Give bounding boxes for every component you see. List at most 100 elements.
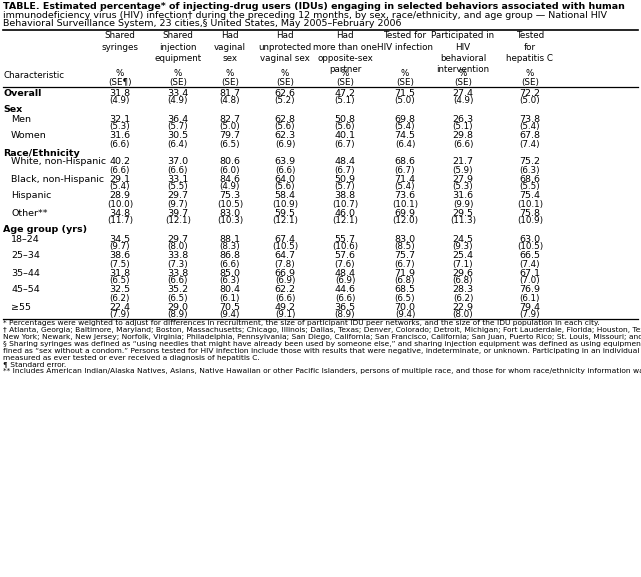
Text: Shared
injection
equipment: Shared injection equipment <box>154 32 201 63</box>
Text: 86.8: 86.8 <box>219 252 240 260</box>
Text: (6.5): (6.5) <box>168 294 188 302</box>
Text: Had
vaginal
sex: Had vaginal sex <box>214 32 246 63</box>
Text: 83.0: 83.0 <box>219 208 240 218</box>
Text: 68.6: 68.6 <box>394 158 415 167</box>
Text: (6.2): (6.2) <box>110 294 130 302</box>
Text: 71.5: 71.5 <box>394 88 415 98</box>
Text: (7.4): (7.4) <box>520 260 540 268</box>
Text: (9.9): (9.9) <box>453 200 473 208</box>
Text: 79.7: 79.7 <box>219 132 240 141</box>
Text: (10.1): (10.1) <box>392 200 418 208</box>
Text: 80.4: 80.4 <box>219 286 240 294</box>
Text: (5.7): (5.7) <box>168 122 188 132</box>
Text: (5.3): (5.3) <box>453 182 473 192</box>
Text: 38.8: 38.8 <box>335 192 356 200</box>
Text: (6.4): (6.4) <box>395 140 415 148</box>
Text: (5.2): (5.2) <box>275 96 296 106</box>
Text: 71.9: 71.9 <box>394 268 415 278</box>
Text: Had
more than one
opposite-sex
partner: Had more than one opposite-sex partner <box>313 32 377 74</box>
Text: 63.9: 63.9 <box>274 158 296 167</box>
Text: (8.5): (8.5) <box>395 242 415 252</box>
Text: (5.4): (5.4) <box>395 122 415 132</box>
Text: 28.9: 28.9 <box>110 192 131 200</box>
Text: 45–54: 45–54 <box>11 286 40 294</box>
Text: 22.4: 22.4 <box>110 302 131 312</box>
Text: 55.7: 55.7 <box>335 234 356 243</box>
Text: (6.6): (6.6) <box>275 294 296 302</box>
Text: %: % <box>401 69 409 78</box>
Text: Had
unprotected
vaginal sex: Had unprotected vaginal sex <box>258 32 312 63</box>
Text: %: % <box>459 69 467 78</box>
Text: 75.7: 75.7 <box>394 252 415 260</box>
Text: (6.6): (6.6) <box>453 140 473 148</box>
Text: 31.6: 31.6 <box>110 132 131 141</box>
Text: (10.9): (10.9) <box>272 200 298 208</box>
Text: 62.2: 62.2 <box>274 286 296 294</box>
Text: 62.6: 62.6 <box>274 88 296 98</box>
Text: (7.4): (7.4) <box>520 140 540 148</box>
Text: 40.2: 40.2 <box>110 158 131 167</box>
Text: 73.8: 73.8 <box>519 114 540 123</box>
Text: 67.4: 67.4 <box>274 234 296 243</box>
Text: (5.0): (5.0) <box>520 96 540 106</box>
Text: (11.7): (11.7) <box>107 216 133 226</box>
Text: 79.4: 79.4 <box>519 302 540 312</box>
Text: 31.6: 31.6 <box>453 192 474 200</box>
Text: New York; Newark, New Jersey; Norfolk, Virginia; Philadelphia, Pennsylvania; San: New York; Newark, New Jersey; Norfolk, V… <box>3 334 641 340</box>
Text: 74.5: 74.5 <box>394 132 415 141</box>
Text: 35.2: 35.2 <box>167 286 188 294</box>
Text: (5.0): (5.0) <box>395 96 415 106</box>
Text: 67.1: 67.1 <box>519 268 540 278</box>
Text: (5.6): (5.6) <box>335 122 355 132</box>
Text: (6.1): (6.1) <box>220 294 240 302</box>
Text: 25–34: 25–34 <box>11 252 40 260</box>
Text: 69.8: 69.8 <box>394 114 415 123</box>
Text: 27.9: 27.9 <box>453 174 474 183</box>
Text: (SE): (SE) <box>276 77 294 87</box>
Text: 29.1: 29.1 <box>110 174 131 183</box>
Text: (9.4): (9.4) <box>395 310 415 320</box>
Text: (6.8): (6.8) <box>395 276 415 286</box>
Text: (6.6): (6.6) <box>110 140 130 148</box>
Text: (5.3): (5.3) <box>110 122 130 132</box>
Text: (6.6): (6.6) <box>168 276 188 286</box>
Text: %: % <box>226 69 234 78</box>
Text: 63.0: 63.0 <box>519 234 540 243</box>
Text: (6.1): (6.1) <box>520 294 540 302</box>
Text: (6.6): (6.6) <box>110 166 130 174</box>
Text: (SE): (SE) <box>396 77 414 87</box>
Text: (10.3): (10.3) <box>217 216 243 226</box>
Text: ≥55: ≥55 <box>11 302 31 312</box>
Text: (7.6): (7.6) <box>335 260 355 268</box>
Text: (8.9): (8.9) <box>168 310 188 320</box>
Text: 22.9: 22.9 <box>453 302 474 312</box>
Text: 29.7: 29.7 <box>167 192 188 200</box>
Text: Characteristic: Characteristic <box>3 70 64 80</box>
Text: 62.3: 62.3 <box>274 132 296 141</box>
Text: %: % <box>116 69 124 78</box>
Text: 75.8: 75.8 <box>519 208 540 218</box>
Text: (7.9): (7.9) <box>520 310 540 320</box>
Text: Shared
syringes: Shared syringes <box>101 32 138 51</box>
Text: 50.9: 50.9 <box>335 174 356 183</box>
Text: 57.6: 57.6 <box>335 252 356 260</box>
Text: (12.1): (12.1) <box>272 216 298 226</box>
Text: (5.5): (5.5) <box>168 182 188 192</box>
Text: 76.9: 76.9 <box>519 286 540 294</box>
Text: Race/Ethnicity: Race/Ethnicity <box>3 148 79 158</box>
Text: (8.0): (8.0) <box>168 242 188 252</box>
Text: (10.5): (10.5) <box>517 242 543 252</box>
Text: TABLE. Estimated percentage* of injecting-drug users (IDUs) engaging in selected: TABLE. Estimated percentage* of injectin… <box>3 2 625 11</box>
Text: (7.3): (7.3) <box>168 260 188 268</box>
Text: (8.0): (8.0) <box>453 310 473 320</box>
Text: (6.6): (6.6) <box>220 260 240 268</box>
Text: (5.7): (5.7) <box>335 182 355 192</box>
Text: 36.4: 36.4 <box>167 114 188 123</box>
Text: 46.0: 46.0 <box>335 208 356 218</box>
Text: 26.3: 26.3 <box>453 114 474 123</box>
Text: 68.5: 68.5 <box>394 286 415 294</box>
Text: (5.5): (5.5) <box>520 182 540 192</box>
Text: (9.3): (9.3) <box>453 242 473 252</box>
Text: (6.6): (6.6) <box>168 166 188 174</box>
Text: † Atlanta, Georgia; Baltimore, Maryland; Boston, Massachusetts; Chicago, Illinoi: † Atlanta, Georgia; Baltimore, Maryland;… <box>3 327 641 334</box>
